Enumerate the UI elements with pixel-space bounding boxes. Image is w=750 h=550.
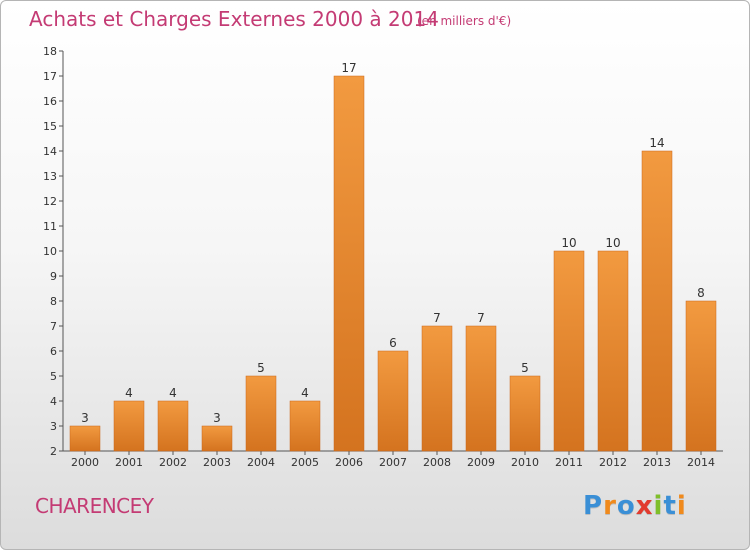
y-tick-label: 6 <box>50 345 57 358</box>
chart-bars: 3 4 4 3 5 4 17 6 7 7 5 10 10 14 8 <box>69 61 717 452</box>
logo-letter: i <box>653 491 664 521</box>
logo-letter: x <box>635 491 654 521</box>
bar-2006 <box>333 75 365 452</box>
x-tick-label: 2013 <box>643 456 671 469</box>
x-tick-label: 2011 <box>555 456 583 469</box>
bar-value-label: 6 <box>389 336 397 350</box>
bar-value-label: 3 <box>81 411 89 425</box>
y-tick-label: 3 <box>50 420 57 433</box>
y-tick-label: 12 <box>43 195 57 208</box>
y-tick-label: 18 <box>43 45 57 58</box>
logo-letter: t <box>663 491 677 521</box>
bar-2011 <box>553 250 585 452</box>
y-tick-label: 4 <box>50 395 57 408</box>
logo-letter: o <box>616 491 636 521</box>
proxiti-logo: Proxiti <box>583 491 687 521</box>
bar-2003 <box>201 425 233 452</box>
x-tick-label: 2003 <box>203 456 231 469</box>
bar-value-label: 4 <box>169 386 177 400</box>
x-tick-label: 2004 <box>247 456 275 469</box>
bar-value-label: 5 <box>257 361 265 375</box>
chart-title: Achats et Charges Externes 2000 à 2014 <box>29 7 439 31</box>
bar-value-label: 8 <box>697 286 705 300</box>
bar-2004 <box>245 375 277 452</box>
bar-value-label: 7 <box>433 311 441 325</box>
x-tick-label: 2002 <box>159 456 187 469</box>
y-tick-label: 10 <box>43 245 57 258</box>
y-tick-label: 11 <box>43 220 57 233</box>
logo-letter: r <box>603 491 617 521</box>
bar-2008 <box>421 325 453 452</box>
x-tick-label: 2009 <box>467 456 495 469</box>
y-tick-label: 2 <box>50 445 57 458</box>
x-tick-label: 2010 <box>511 456 539 469</box>
x-tick-label: 2014 <box>687 456 715 469</box>
chart-axes: 2 3 4 5 6 7 8 9 10 11 12 13 14 15 16 17 18 2000 2001 2002 20… <box>43 45 723 469</box>
bar-2012 <box>597 250 629 452</box>
bar-value-label: 10 <box>605 236 620 250</box>
y-tick-label: 9 <box>50 270 57 283</box>
y-tick-label: 13 <box>43 170 57 183</box>
bar-2007 <box>377 350 409 452</box>
x-tick-label: 2005 <box>291 456 319 469</box>
bar-2010 <box>509 375 541 452</box>
y-tick-label: 7 <box>50 320 57 333</box>
place-name: CHARENCEY <box>35 494 154 518</box>
chart-subtitle: (en milliers d'€) <box>417 14 512 28</box>
y-tick-label: 17 <box>43 70 57 83</box>
y-tick-label: 14 <box>43 145 57 158</box>
y-tick-label: 8 <box>50 295 57 308</box>
bar-value-label: 4 <box>301 386 309 400</box>
bar-value-label: 3 <box>213 411 221 425</box>
logo-letter: i <box>676 491 687 521</box>
y-tick-label: 15 <box>43 120 57 133</box>
x-tick-label: 2006 <box>335 456 363 469</box>
x-tick-label: 2000 <box>71 456 99 469</box>
bar-2002 <box>157 400 189 452</box>
bar-value-label: 10 <box>561 236 576 250</box>
x-tick-label: 2007 <box>379 456 407 469</box>
bar-2005 <box>289 400 321 452</box>
y-tick-label: 16 <box>43 95 57 108</box>
y-tick-label: 5 <box>50 370 57 383</box>
bar-value-label: 4 <box>125 386 133 400</box>
x-tick-label: 2012 <box>599 456 627 469</box>
bar-2014 <box>685 300 717 452</box>
bar-value-label: 7 <box>477 311 485 325</box>
x-tick-label: 2001 <box>115 456 143 469</box>
bar-2013 <box>641 150 673 452</box>
bar-value-label: 5 <box>521 361 529 375</box>
logo-letter: P <box>583 491 604 521</box>
bar-value-label: 14 <box>649 136 664 150</box>
bar-2009 <box>465 325 497 452</box>
bar-2000 <box>69 425 101 452</box>
bar-value-label: 17 <box>341 61 356 75</box>
bar-2001 <box>113 400 145 452</box>
x-tick-label: 2008 <box>423 456 451 469</box>
